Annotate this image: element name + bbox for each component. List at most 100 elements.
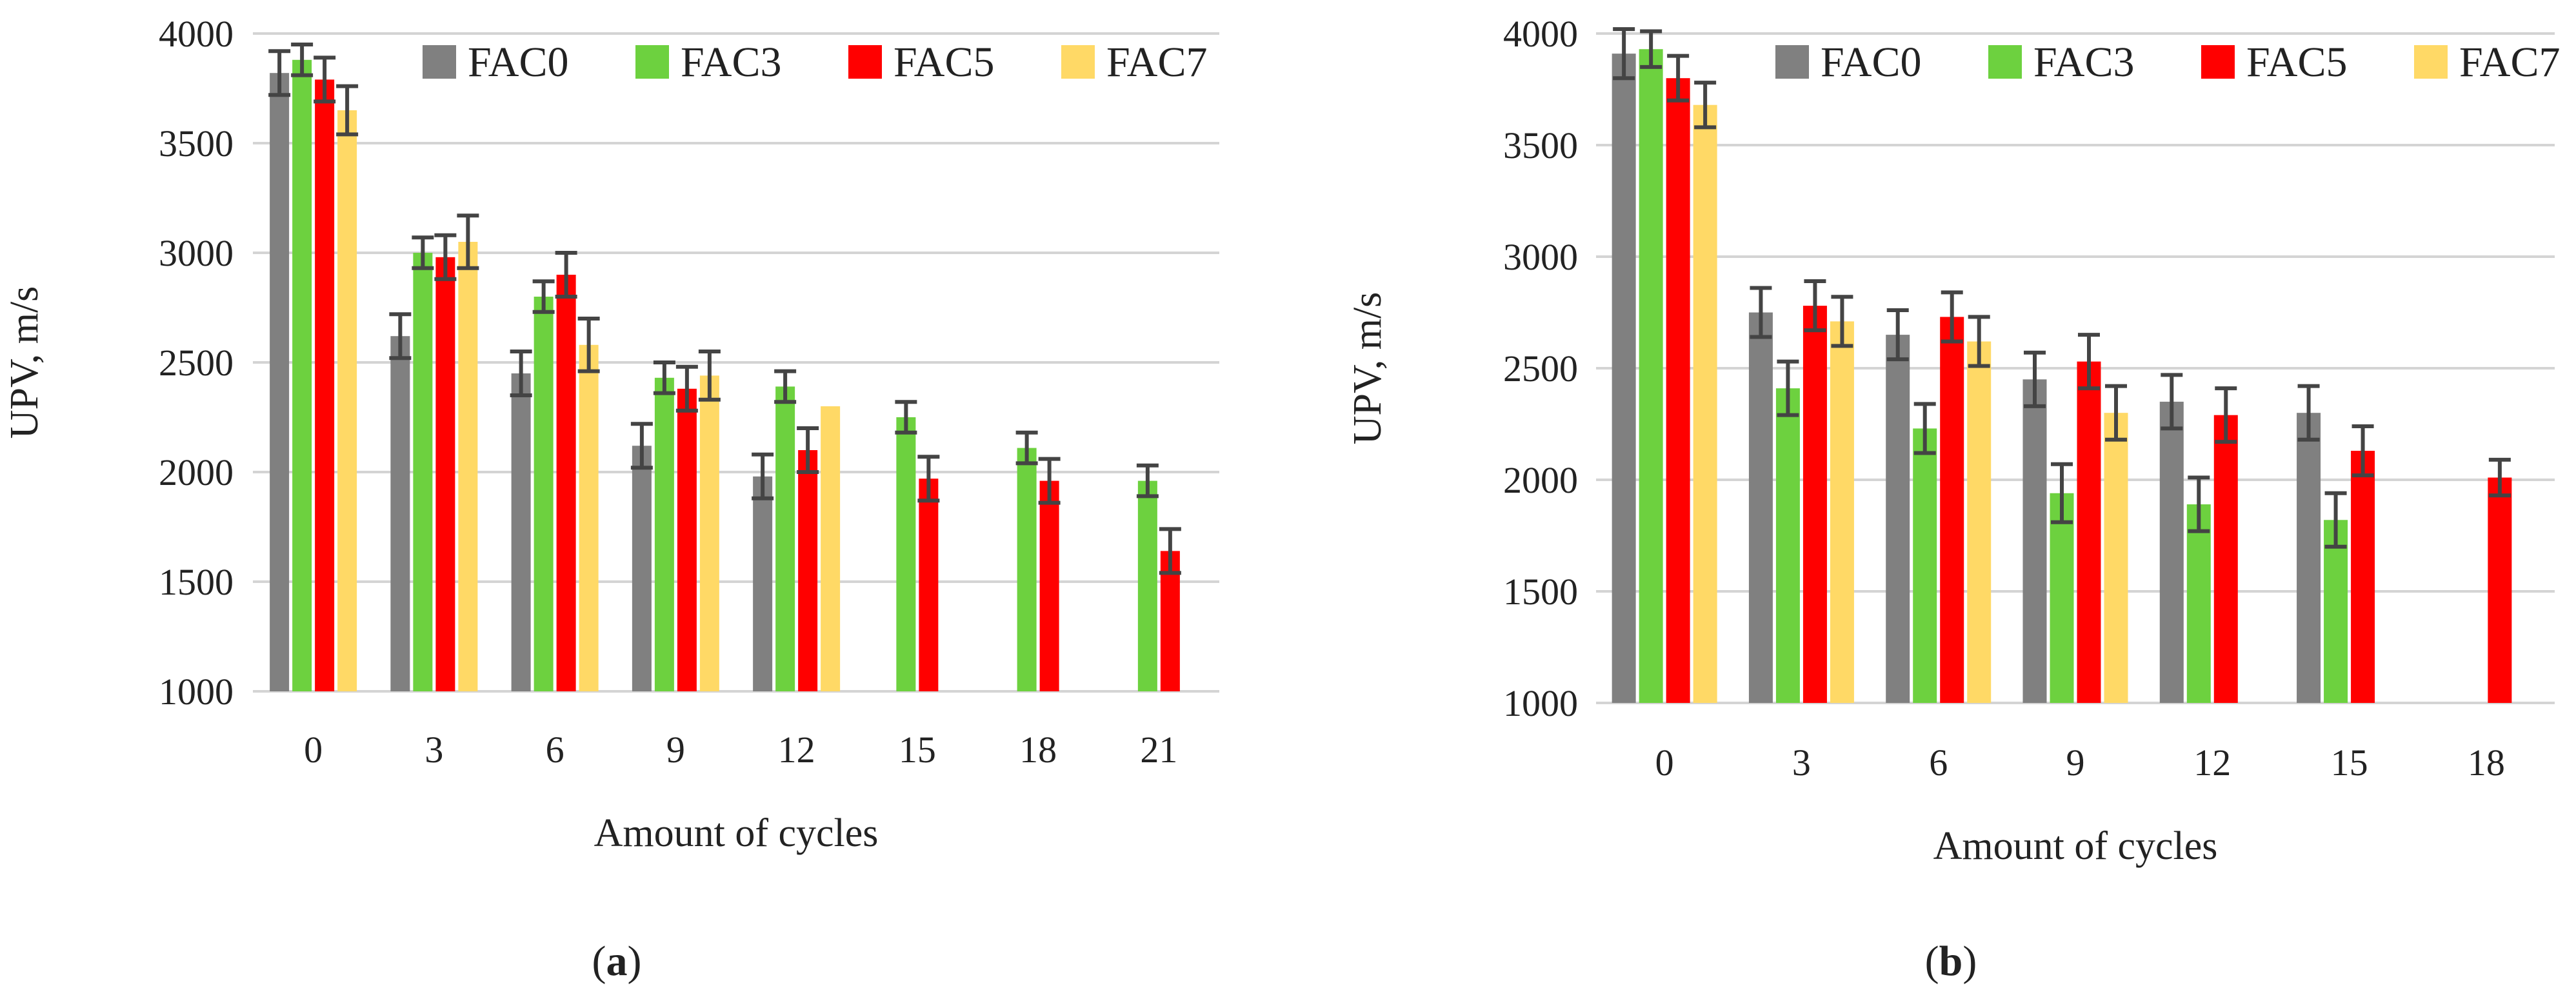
x-tick-label: 18 — [1019, 729, 1057, 771]
legend-label-fac3: FAC3 — [2033, 39, 2135, 86]
caption-close-paren: ) — [628, 938, 642, 985]
x-tick-label: 3 — [424, 729, 443, 771]
error-bar-fac3-15 — [2324, 491, 2347, 549]
legend-swatch-fac7 — [1061, 45, 1095, 79]
bar-fac0-0 — [1612, 54, 1636, 703]
x-axis-title: Amount of cycles — [594, 811, 879, 855]
bar-fac0-15 — [2297, 413, 2321, 703]
error-bar-fac5-9 — [675, 364, 698, 413]
bar-fac5-3 — [435, 257, 455, 691]
legend-label-fac7: FAC7 — [2459, 39, 2561, 86]
bar-fac5-0 — [315, 79, 335, 691]
bar-fac0-6 — [511, 373, 531, 691]
bar-fac5-18 — [2488, 477, 2512, 703]
bar-fac0-6 — [1886, 335, 1910, 703]
y-tick-label: 2500 — [159, 342, 234, 384]
x-tick-label: 0 — [1655, 742, 1674, 784]
x-tick-label: 3 — [1792, 742, 1811, 784]
legend-label-fac7: FAC7 — [1106, 39, 1208, 86]
error-bar-fac3-9 — [653, 360, 675, 395]
bar-fac5-12 — [798, 450, 818, 691]
error-bar-fac7-9 — [698, 350, 721, 402]
bar-fac3-0 — [1639, 49, 1663, 704]
x-tick-label: 21 — [1140, 729, 1177, 771]
y-tick-label: 4000 — [159, 13, 234, 55]
legend: FAC0 FAC3 FAC5 FAC7 — [423, 39, 1208, 86]
bar-fac3-12 — [2186, 504, 2211, 703]
y-tick-label: 1500 — [1503, 571, 1578, 613]
bar-fac7-6 — [1967, 341, 1992, 703]
bar-fac7-3 — [458, 242, 478, 691]
error-bar-fac0-9 — [2024, 350, 2046, 408]
bar-fac5-12 — [2213, 415, 2238, 703]
legend-label-fac0: FAC0 — [468, 39, 569, 86]
x-tick-label: 12 — [778, 729, 815, 771]
x-tick-label: 6 — [1929, 742, 1948, 784]
error-bar-fac5-6 — [555, 251, 577, 299]
error-bar-fac3-12 — [774, 369, 797, 404]
bar-fac0-9 — [632, 446, 652, 691]
error-bar-fac3-6 — [1913, 402, 1936, 455]
x-axis-title: Amount of cycles — [1933, 824, 2218, 868]
bar-fac3-15 — [896, 417, 916, 691]
y-tick-label: 3500 — [1503, 124, 1578, 166]
x-tick-label: 9 — [2066, 742, 2085, 784]
bar-fac3-6 — [1913, 428, 1937, 703]
bar-fac0-9 — [2022, 379, 2047, 703]
caption-close-paren: ) — [1962, 938, 1977, 985]
bar-fac3-6 — [534, 297, 554, 691]
legend-label-fac0: FAC0 — [1821, 39, 1922, 86]
legend-swatch-fac0 — [1775, 45, 1809, 79]
caption-letter: b — [1939, 938, 1963, 985]
error-bar-fac0-3 — [1750, 286, 1772, 339]
bar-fac3-12 — [775, 386, 795, 691]
caption-open-paren: ( — [592, 938, 606, 985]
bar-fac5-3 — [1802, 306, 1827, 703]
panel-caption: (b) — [1925, 938, 1977, 985]
x-tick-label: 15 — [2331, 742, 2368, 784]
error-bar-fac5-0 — [314, 55, 336, 104]
error-bar-fac3-0 — [1640, 29, 1662, 69]
error-bar-fac5-6 — [1941, 290, 1963, 344]
legend-swatch-fac5 — [2201, 45, 2235, 79]
bar-fac5-9 — [2077, 361, 2101, 703]
legend-swatch-fac7 — [2414, 45, 2448, 79]
bar-fac7-9 — [2104, 413, 2128, 703]
error-bar-fac5-18 — [1038, 457, 1061, 505]
legend-swatch-fac5 — [848, 45, 882, 79]
legend-label-fac5: FAC5 — [894, 39, 995, 86]
bar-fac5-15 — [919, 479, 939, 691]
error-bar-fac0-15 — [2297, 384, 2320, 442]
error-bar-fac7-0 — [1694, 81, 1717, 130]
x-tick-label: 6 — [546, 729, 564, 771]
panel-caption: (a) — [592, 938, 642, 985]
x-tick-label: 15 — [899, 729, 936, 771]
bar-fac5-18 — [1039, 480, 1059, 691]
y-tick-label: 2500 — [1503, 348, 1578, 390]
chart-panel-a: 1000 1500 2000 2500 3000 3500 4000 UPV, m/s 0 3 6 9… — [3, 13, 1219, 985]
error-bar-fac3-3 — [412, 235, 434, 270]
error-bar-fac5-12 — [797, 426, 819, 474]
y-axis-title: UPV, m/s — [1346, 292, 1390, 445]
y-tick-label: 1000 — [1503, 682, 1578, 724]
bar-fac5-6 — [556, 275, 576, 691]
legend-label-fac5: FAC5 — [2246, 39, 2348, 86]
y-tick-label: 2000 — [1503, 459, 1578, 501]
error-bar-fac5-18 — [2488, 457, 2511, 498]
y-tick-label: 3500 — [159, 123, 234, 164]
error-bar-fac5-15 — [2351, 424, 2374, 478]
bar-fac3-3 — [1775, 388, 1800, 703]
error-bar-fac0-6 — [1886, 308, 1909, 362]
x-tick-label: 18 — [2468, 742, 2505, 784]
bar-fac7-0 — [337, 110, 357, 691]
y-tick-label: 2000 — [159, 451, 234, 493]
x-tick-label: 0 — [304, 729, 323, 771]
error-bar-fac7-0 — [336, 84, 359, 137]
error-bar-fac7-3 — [457, 213, 479, 270]
bar-fac7-3 — [1830, 321, 1854, 704]
error-bar-fac0-3 — [389, 312, 412, 360]
chart-panel-b: 1000 1500 2000 2500 3000 3500 4000 UPV, m/s 0 3 6 9… — [1346, 13, 2561, 985]
bar-fac7-0 — [1693, 104, 1717, 704]
bar-fac3-15 — [2324, 520, 2348, 703]
